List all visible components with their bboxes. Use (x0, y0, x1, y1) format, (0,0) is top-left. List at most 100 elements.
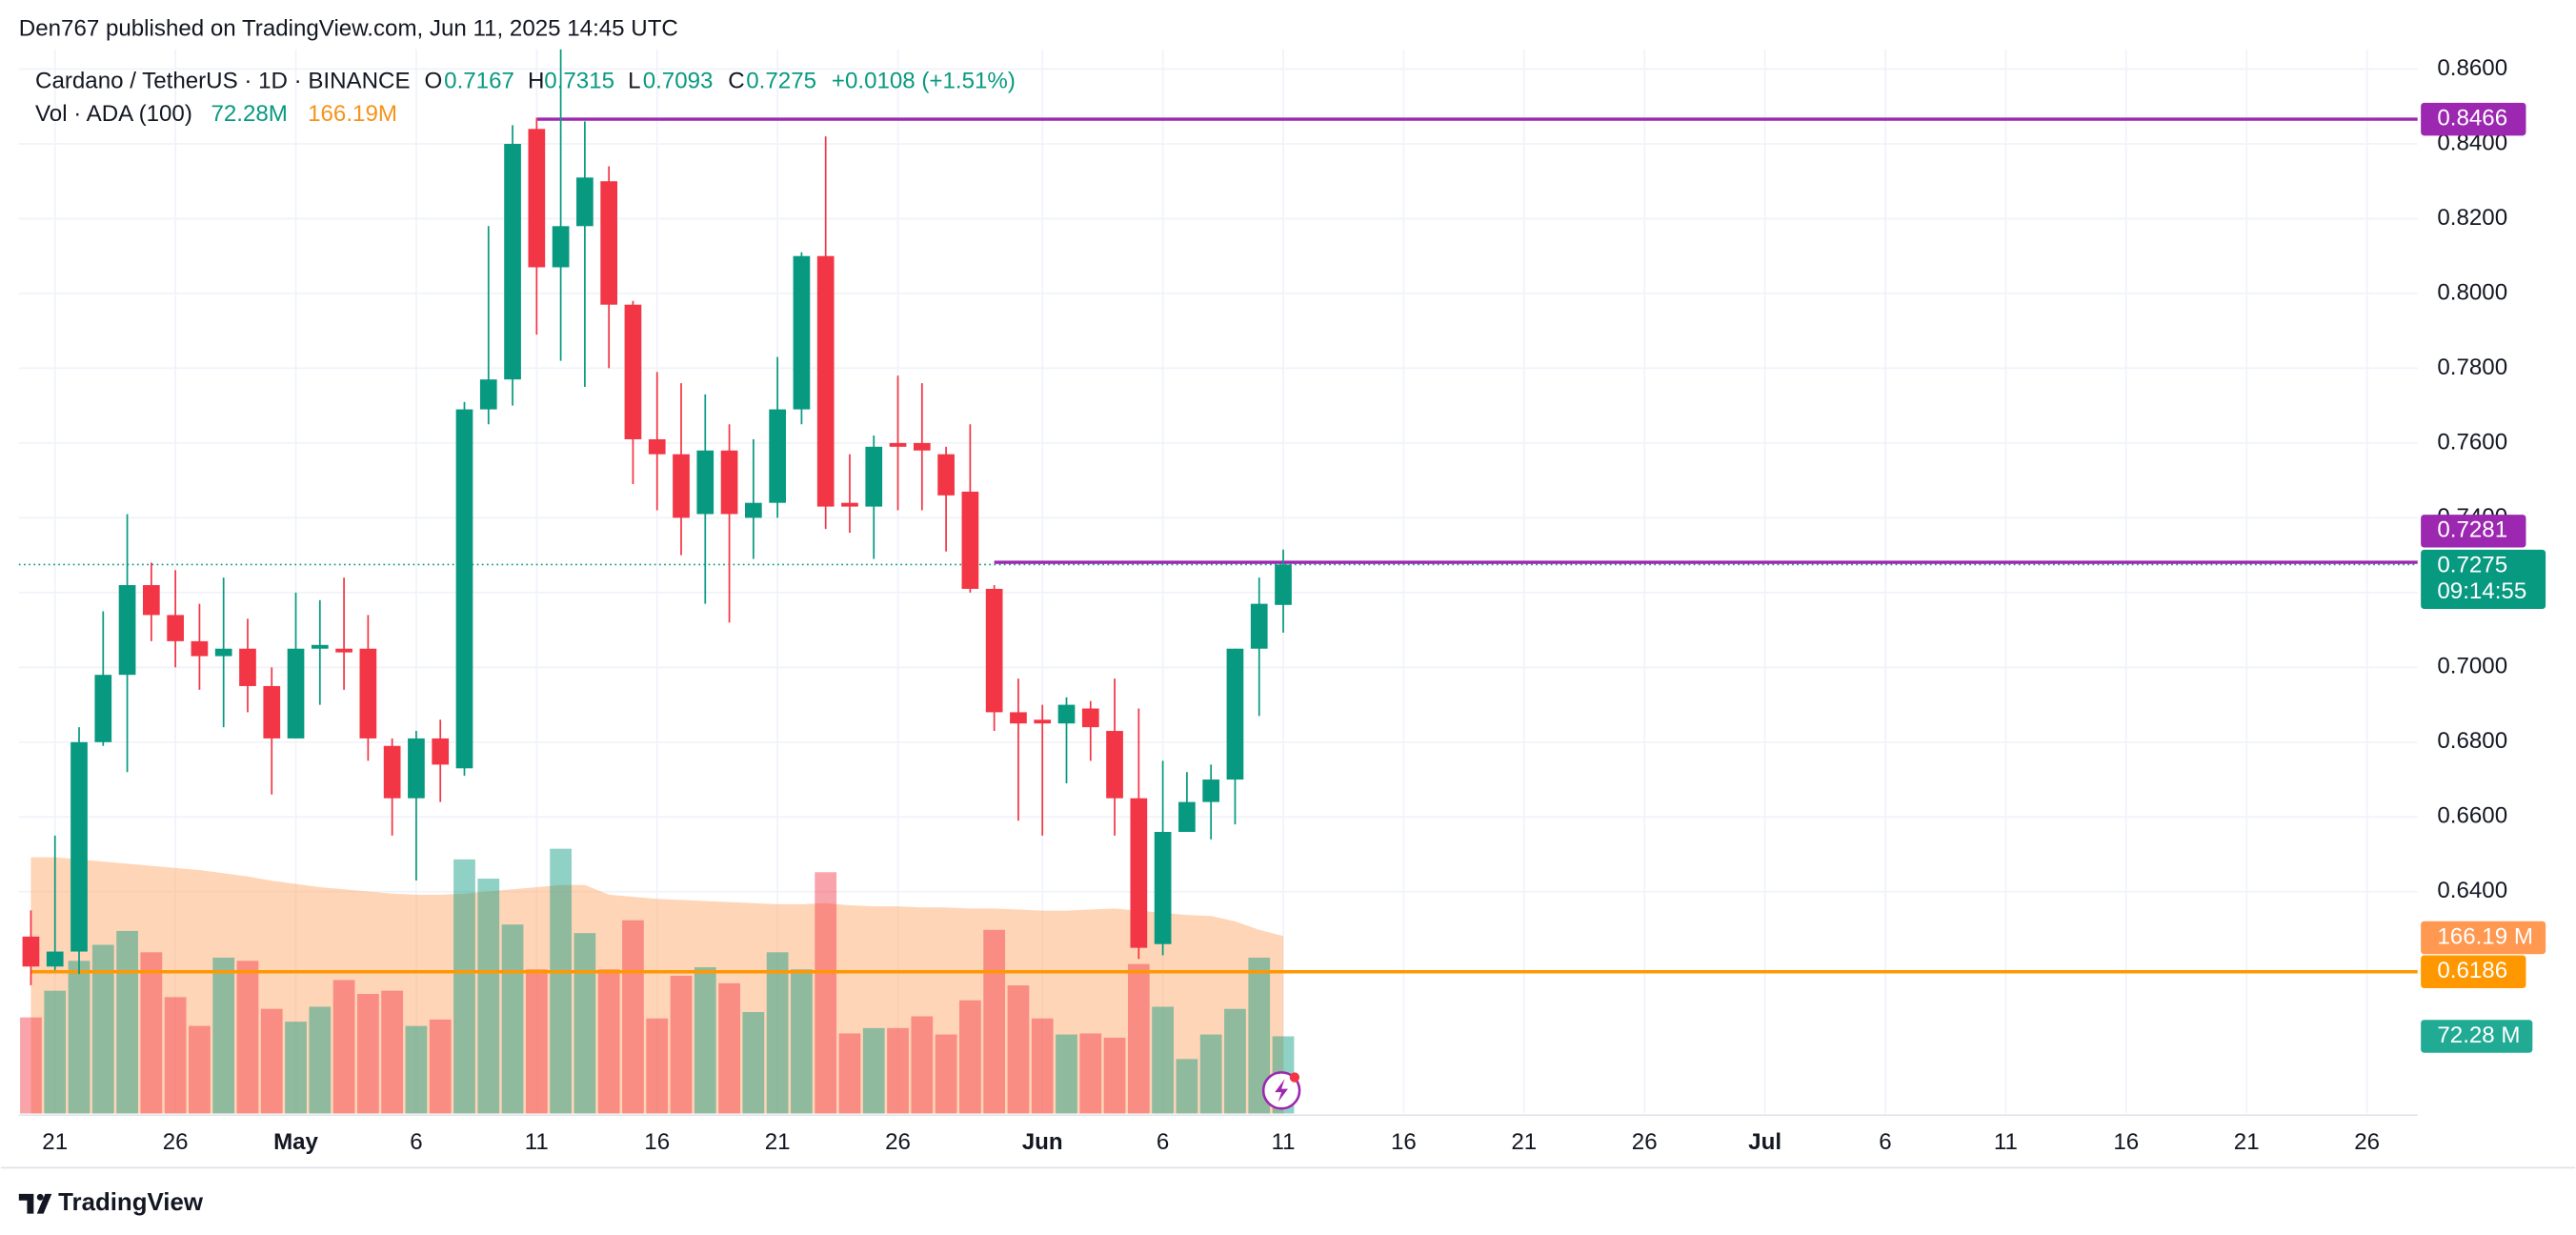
volume-bar (1056, 1034, 1077, 1114)
volume-bar (236, 961, 259, 1114)
y-tick-label: 0.8200 (2437, 205, 2507, 231)
ohlc-value: 0.7093 (643, 69, 714, 94)
candle-body (1226, 648, 1244, 780)
y-tick-label: 0.6400 (2437, 878, 2507, 903)
candle-body (1010, 712, 1027, 724)
volume-bar (1248, 957, 1271, 1114)
candle-body (1154, 831, 1172, 944)
x-tick-label: 21 (2234, 1129, 2260, 1155)
volume-bar (309, 1006, 332, 1114)
candle-body (624, 304, 642, 439)
candle-body (22, 936, 40, 967)
volume-ma-value: 166.19M (308, 101, 397, 127)
line-label: 0.6186 (2437, 958, 2507, 983)
logo: TradingView (18, 1189, 204, 1216)
candle-body (143, 585, 160, 616)
line-label-box (2421, 515, 2526, 548)
x-tick-label: 26 (885, 1129, 911, 1155)
volume-bar (68, 961, 91, 1114)
price-label-box (2421, 549, 2546, 609)
volume-label: 72.28 M (2437, 1022, 2520, 1048)
volume-bar (838, 1033, 861, 1114)
volume-bar (116, 930, 138, 1114)
volume-title: Vol · ADA (100) (35, 101, 192, 127)
x-tick-label: 26 (1632, 1129, 1658, 1155)
volume-bar (429, 1019, 452, 1114)
volume-bar (911, 1016, 934, 1114)
volume-bar (622, 920, 644, 1114)
icon-dot (1289, 1072, 1300, 1083)
volume-bar (212, 957, 235, 1114)
candle-body (263, 685, 281, 739)
volume-bar (260, 1008, 283, 1114)
candle-body (46, 951, 64, 967)
volume-bar (574, 933, 596, 1114)
x-tick-label: Jun (1022, 1129, 1063, 1155)
candle-body (865, 446, 883, 507)
candle-body (455, 409, 473, 769)
volume-bar (935, 1034, 957, 1114)
line-label-box (2421, 955, 2526, 988)
candle-body (94, 675, 112, 742)
volume-bar (983, 929, 1006, 1114)
candle-body (1275, 564, 1292, 605)
line-label: 0.7281 (2437, 517, 2507, 543)
volume-bar (20, 1017, 42, 1114)
header: Den767 published on TradingView.com, Jun… (19, 15, 678, 41)
candle-body (1057, 704, 1076, 724)
countdown: 09:14:55 (2437, 578, 2526, 604)
candle-body (600, 181, 618, 305)
ohlc-letter: L (628, 69, 640, 94)
volume-bar (694, 966, 716, 1114)
x-tick-label: 26 (163, 1129, 189, 1155)
logo-mark (18, 1193, 52, 1214)
legend: Cardano / TetherUS · 1D · BINANCE O 0.71… (35, 69, 1016, 127)
volume-bar (44, 990, 67, 1114)
volume-bar (862, 1027, 885, 1114)
volume-bar (815, 872, 837, 1114)
x-tick-label: 21 (1511, 1129, 1537, 1155)
volume-ma-area (30, 857, 1284, 1114)
candle-body (311, 644, 329, 649)
volume-bar (381, 990, 404, 1114)
x-tick-label: 16 (644, 1129, 670, 1155)
change: +0.0108 (+1.51%) (832, 69, 1016, 94)
x-tick-label: 11 (525, 1129, 549, 1155)
symbol: Cardano / TetherUS · 1D · BINANCE (35, 69, 410, 94)
volume-bar (1007, 985, 1030, 1114)
x-tick-label: 6 (1879, 1129, 1891, 1155)
candle-body (1202, 779, 1220, 802)
volume-bar (742, 1012, 765, 1114)
candle-body (769, 409, 786, 503)
candle-body (239, 648, 256, 686)
candle-body (432, 738, 450, 765)
volume-bar (91, 944, 114, 1114)
candle-body (816, 255, 835, 507)
volume-bar (1224, 1008, 1246, 1114)
candle-body (648, 438, 666, 455)
candle-body (576, 177, 594, 227)
y-tick-label: 0.8000 (2437, 279, 2507, 305)
horizontal-lines (18, 117, 2418, 974)
candle-body (889, 442, 907, 447)
candle-body (745, 502, 762, 518)
volume-bar (1103, 1037, 1126, 1114)
candle-body (673, 454, 690, 518)
candle-body (214, 648, 232, 657)
volume-ma-label: 166.19 M (2437, 923, 2533, 949)
candle-body (1106, 731, 1123, 799)
footer: TradingView (58, 1189, 204, 1216)
candle-body (167, 615, 184, 641)
volume-bar (766, 952, 789, 1114)
ohlc-letter: O (424, 69, 442, 94)
axis-labels: 0.64000.66000.68000.70000.72000.74000.76… (42, 55, 2546, 1155)
candle-body (1034, 719, 1052, 724)
logo-dot (36, 1193, 44, 1201)
candle-body (359, 648, 377, 739)
x-tick-label: 11 (1994, 1129, 2018, 1155)
candle-body (913, 442, 931, 451)
x-tick-label: 21 (42, 1129, 68, 1155)
candle-body (383, 745, 401, 799)
candle-body (937, 454, 955, 496)
